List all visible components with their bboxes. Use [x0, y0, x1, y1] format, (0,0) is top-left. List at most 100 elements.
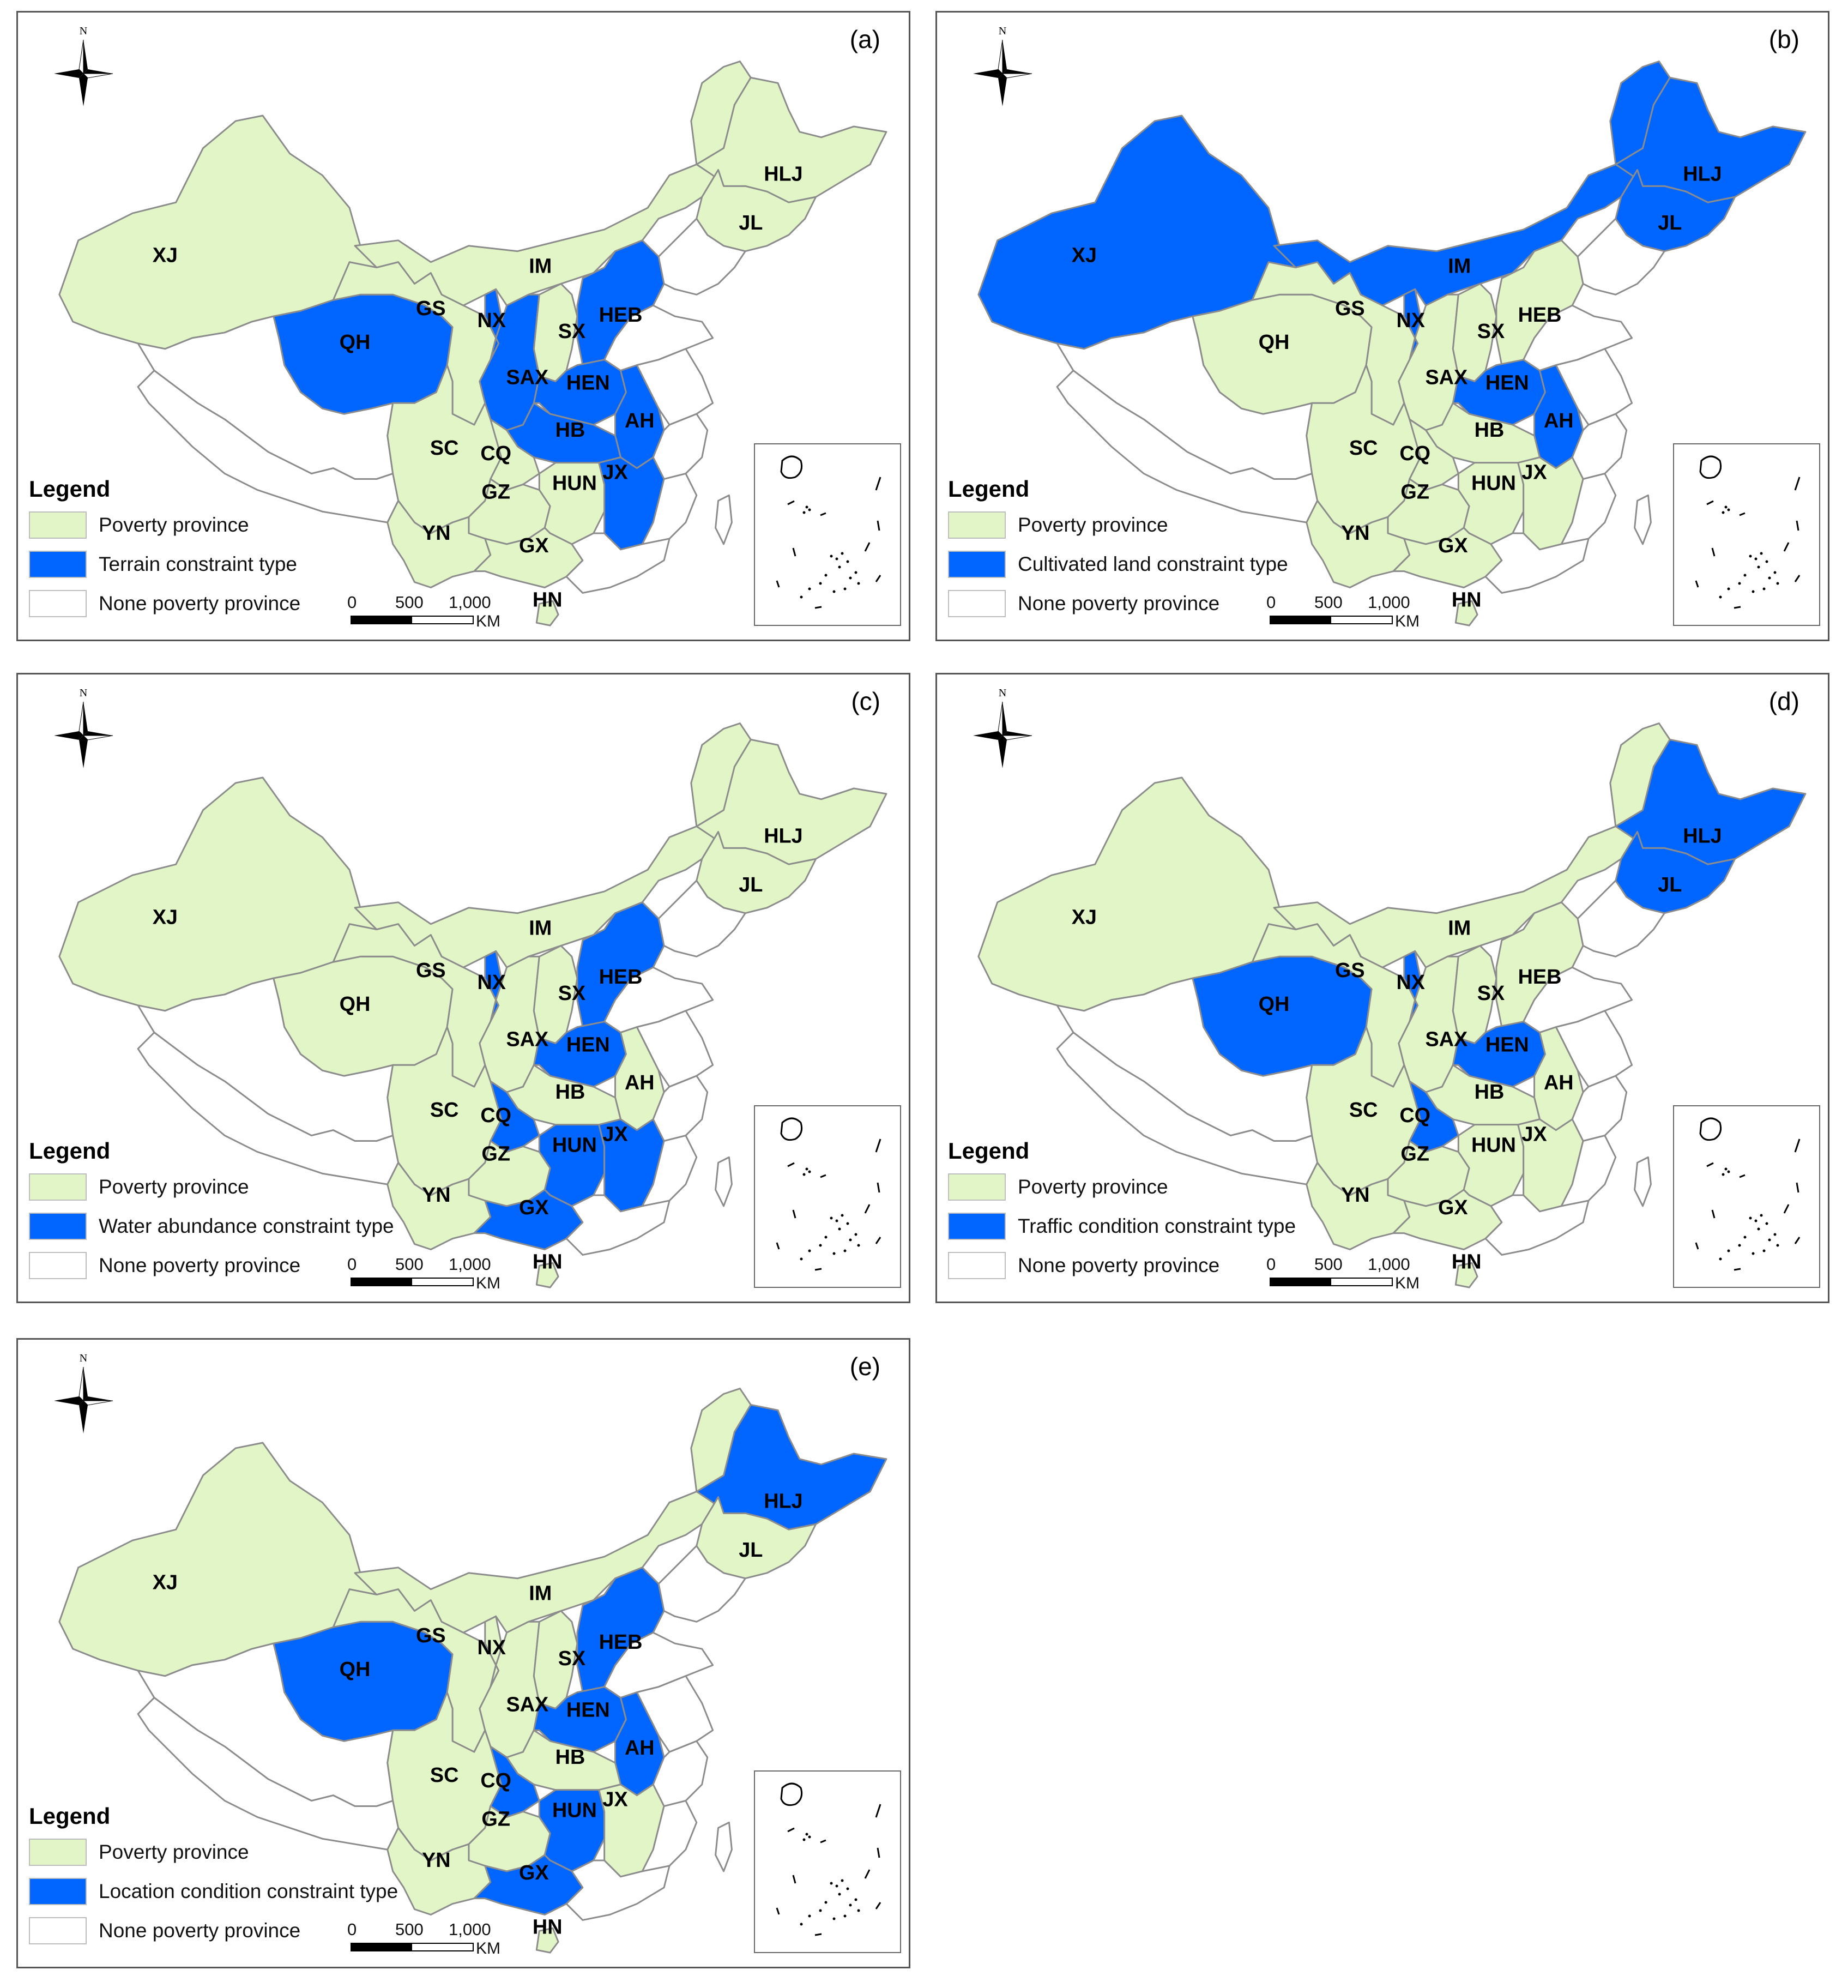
province-label-xj: XJ	[1072, 244, 1097, 267]
hainan-outline	[1699, 1117, 1722, 1141]
province-fj	[641, 1800, 698, 1872]
island-dot	[1765, 560, 1768, 563]
inset-islands	[1695, 1117, 1801, 1271]
province-label-hen: HEN	[566, 1698, 610, 1721]
scale-bar: 0 500 1,000 KM	[1266, 593, 1420, 632]
boundary-dash	[814, 1268, 822, 1271]
panel-label: (d)	[1768, 687, 1799, 715]
island-dot	[819, 1909, 822, 1912]
province-label-hlj: HLJ	[1683, 162, 1722, 185]
china-map-a: XJ QH GS NX IM SX HEB SAX HEN AH HB SC CQ GZ HUN JX YN GX…	[58, 61, 887, 626]
province-label-gx: GX	[519, 1862, 549, 1884]
north-arrow-icon	[51, 25, 116, 106]
boundary-dash	[1796, 1182, 1799, 1193]
legend-item-constraint: Terrain constraint type	[29, 549, 421, 580]
province-label-hen: HEN	[566, 371, 610, 394]
province-label-sx: SX	[558, 982, 585, 1005]
province-label-gs: GS	[1335, 959, 1365, 982]
province-label-jl: JL	[739, 873, 763, 896]
province-label-ah: AH	[625, 1737, 655, 1760]
panel-label: (e)	[849, 1352, 880, 1381]
island-dot	[802, 1173, 806, 1176]
boundary-dash	[1711, 1209, 1716, 1219]
south-china-sea-inset	[1673, 443, 1820, 626]
constraint-swatch	[948, 1213, 1006, 1240]
province-hn	[1454, 600, 1478, 626]
legend-label: Poverty province	[99, 1176, 249, 1198]
province-label-hb: HB	[555, 419, 585, 442]
boundary-dash	[1739, 1174, 1746, 1178]
island-dot	[1760, 552, 1763, 555]
province-cq	[490, 1080, 540, 1153]
boundary-dash	[792, 547, 796, 557]
island-dot	[857, 1244, 860, 1247]
boundary-dash	[792, 1209, 796, 1219]
legend-title: Legend	[948, 476, 1030, 502]
province-label-hb: HB	[1475, 1081, 1505, 1104]
legend-label: None poverty province	[1018, 1254, 1220, 1276]
province-label-ah: AH	[625, 1071, 655, 1094]
island-dot	[849, 576, 852, 580]
scale-tick: 500	[1314, 593, 1343, 612]
province-label-sx: SX	[558, 1647, 585, 1670]
province-js	[636, 348, 714, 426]
island-dot	[841, 552, 844, 555]
north-arrow-icon	[51, 1352, 116, 1433]
island-dot	[819, 1244, 822, 1247]
island-dot	[1719, 1257, 1722, 1261]
province-cq	[1409, 1080, 1459, 1153]
province-label-sax: SAX	[506, 366, 549, 389]
island-dot	[835, 1219, 838, 1222]
province-label-sc: SC	[1349, 1099, 1378, 1122]
province-label-heb: HEB	[1518, 304, 1562, 327]
island-dot	[1722, 1173, 1725, 1176]
island-dot	[1743, 1236, 1747, 1239]
island-dot	[830, 1216, 833, 1220]
boundary-dash	[877, 1847, 880, 1858]
north-arrow-icon	[970, 686, 1035, 768]
province-label-jx: JX	[602, 461, 627, 484]
province-label-sx: SX	[1477, 320, 1505, 343]
province-label-hlj: HLJ	[764, 824, 802, 847]
poverty-swatch	[948, 511, 1006, 539]
boundary-dash	[877, 520, 880, 531]
province-label-hen: HEN	[566, 1033, 610, 1056]
boundary-dash	[864, 1869, 871, 1879]
island-dot	[1719, 595, 1722, 599]
legend-item-none: None poverty province	[29, 588, 421, 619]
island-dot	[1754, 1219, 1758, 1222]
scale-tick: 0	[1266, 1255, 1276, 1274]
island-dot	[808, 1914, 811, 1918]
legend-title: Legend	[29, 1138, 111, 1164]
legend-item-none: None poverty province	[948, 588, 1340, 619]
island-dot	[849, 1903, 852, 1907]
island-dot	[808, 1835, 811, 1839]
province-label-ah: AH	[1544, 409, 1574, 432]
island-dot	[1765, 1222, 1768, 1225]
legend-label: Poverty province	[1018, 1176, 1168, 1198]
province-label-sax: SAX	[506, 1028, 549, 1051]
province-label-qh: QH	[1259, 993, 1290, 1016]
province-label-sax: SAX	[506, 1693, 549, 1716]
legend-title: Legend	[29, 476, 111, 502]
island-dot	[1762, 1249, 1766, 1252]
scale-tick: 1,000	[1368, 1255, 1410, 1274]
province-label-jx: JX	[1521, 1123, 1547, 1146]
province-hb	[1425, 402, 1541, 464]
scale-tick: 1,000	[1368, 593, 1410, 612]
province-label-gs: GS	[416, 297, 446, 320]
island-dot	[830, 1882, 833, 1885]
poverty-swatch	[29, 511, 87, 539]
province-label-jx: JX	[1521, 461, 1547, 484]
province-label-sc: SC	[430, 1099, 459, 1122]
boundary-dash	[776, 1907, 780, 1915]
province-tw	[1634, 494, 1652, 545]
scale-tick: 1,000	[449, 1920, 491, 1939]
island-dot	[800, 1257, 803, 1261]
province-label-heb: HEB	[599, 1631, 643, 1654]
south-china-sea-inset	[754, 1770, 901, 1953]
island-dot	[849, 1238, 852, 1242]
province-label-gz: GZ	[1400, 1142, 1429, 1165]
province-gd	[565, 1859, 671, 1921]
province-hb	[1425, 1064, 1541, 1126]
